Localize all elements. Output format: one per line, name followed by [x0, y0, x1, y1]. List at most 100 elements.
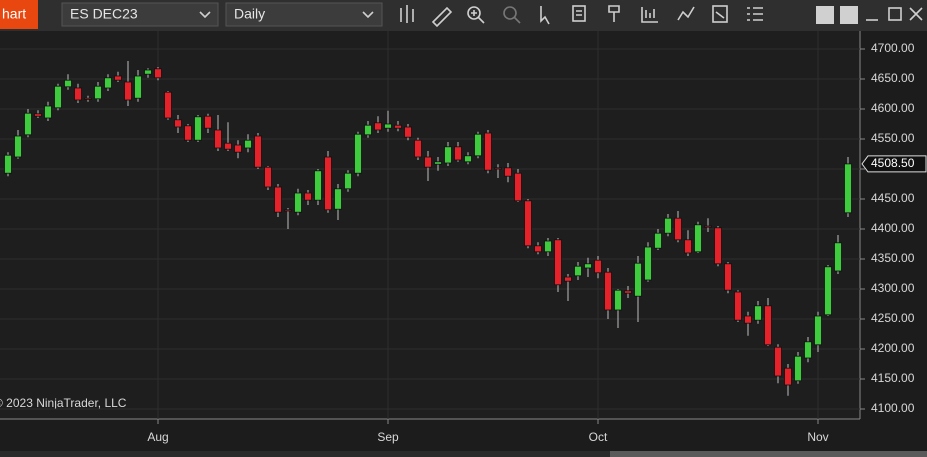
candle-body	[534, 245, 542, 253]
candle-body	[354, 133, 362, 174]
candle-body	[484, 132, 492, 171]
candle-body	[104, 77, 112, 89]
candle-body	[114, 75, 122, 81]
interval-label: Daily	[234, 6, 265, 22]
candle-body	[754, 305, 762, 321]
candle-body	[134, 75, 142, 99]
y-tick-label: 4150.00	[871, 371, 915, 385]
candle-body	[224, 142, 232, 150]
candle-body	[434, 161, 442, 165]
candle-body	[644, 246, 652, 281]
tab-label: hart	[2, 6, 26, 22]
y-tick-label: 4650.00	[871, 71, 915, 85]
toolbar: hart ES DEC23 Daily	[0, 0, 927, 31]
candle-body	[554, 239, 562, 286]
candle-body	[314, 170, 322, 201]
candle-body	[24, 112, 32, 136]
candle-body	[324, 156, 332, 211]
candle-body	[834, 242, 842, 272]
candle-body	[504, 167, 512, 177]
candle-body	[334, 188, 342, 210]
candle-body	[74, 87, 82, 101]
candle-body	[344, 172, 352, 190]
candle-body	[4, 154, 12, 174]
candle-body	[584, 263, 592, 269]
x-tick-label: Oct	[589, 430, 608, 444]
scrollbar-track[interactable]	[0, 451, 927, 457]
candle-body	[284, 209, 292, 212]
interval-select[interactable]	[225, 2, 383, 27]
candle-body	[674, 217, 682, 241]
candle-body	[304, 192, 312, 201]
candle-body	[144, 69, 152, 75]
candle-body	[124, 81, 132, 101]
candle-body	[94, 85, 102, 100]
candle-body	[274, 186, 282, 213]
candle-body	[64, 79, 72, 88]
candle-body	[514, 172, 522, 202]
candle-body	[704, 225, 712, 228]
candle-body	[54, 85, 62, 109]
candle-body	[614, 289, 622, 311]
y-tick-label: 4250.00	[871, 311, 915, 325]
candle-body	[564, 276, 572, 282]
dropdown-arrow	[199, 11, 211, 19]
scrollbar-thumb[interactable]	[610, 451, 927, 457]
candle-body	[454, 146, 462, 161]
candle-body	[664, 217, 672, 234]
candle-body	[654, 232, 662, 249]
candle-body	[794, 355, 802, 382]
candle-body	[254, 135, 262, 168]
candle-body	[784, 367, 792, 386]
candle-body	[154, 68, 162, 79]
candle-body	[444, 146, 452, 164]
candle-body	[244, 139, 252, 149]
x-tick-label: Sep	[377, 430, 399, 444]
candle-body	[774, 346, 782, 377]
y-tick-label: 4700.00	[871, 41, 915, 55]
plot-area	[0, 31, 860, 419]
tab[interactable]	[0, 0, 38, 29]
candle-body	[14, 135, 22, 158]
candle-body	[184, 125, 192, 141]
y-tick-label: 4200.00	[871, 341, 915, 355]
instrument-select[interactable]	[61, 2, 219, 27]
candle-body	[294, 192, 302, 213]
candle-body	[34, 113, 42, 117]
candle-body	[544, 240, 552, 253]
candle-body	[194, 116, 202, 141]
plot: 4100.00 4150.00 4200.00 4250.00 4300.00 4350.…	[0, 31, 927, 444]
candle-body	[234, 144, 242, 153]
candle-body	[264, 166, 272, 188]
last-price-box	[861, 155, 927, 173]
candle-body	[424, 156, 432, 168]
candle-body	[364, 124, 372, 136]
x-tick-label: Nov	[807, 430, 828, 444]
candle-body	[694, 224, 702, 253]
candle-body	[574, 265, 582, 277]
candle-body	[404, 126, 412, 138]
toolbar-icons[interactable]	[400, 5, 923, 28]
candle-body	[764, 305, 772, 346]
candle-body	[734, 291, 742, 321]
y-tick-label: 4400.00	[871, 221, 915, 235]
instrument-label: ES DEC23	[70, 6, 138, 22]
candle-body	[214, 129, 222, 149]
candle-body	[594, 259, 602, 274]
candle-body	[494, 167, 502, 170]
candle-body	[44, 105, 52, 119]
y-tick-label: 4350.00	[871, 251, 915, 265]
candle-body	[714, 227, 722, 265]
candle-body	[174, 119, 182, 128]
y-tick-label: 4450.00	[871, 191, 915, 205]
candle-body	[384, 123, 392, 129]
last-price-label: 4508.50	[871, 156, 915, 170]
candle-body	[634, 262, 642, 297]
candle-body	[164, 91, 172, 119]
candle-body	[524, 200, 532, 247]
y-tick-label: 4100.00	[871, 401, 915, 415]
candle-body	[84, 97, 92, 100]
copyright: © 2023 NinjaTrader, LLC	[0, 396, 127, 410]
